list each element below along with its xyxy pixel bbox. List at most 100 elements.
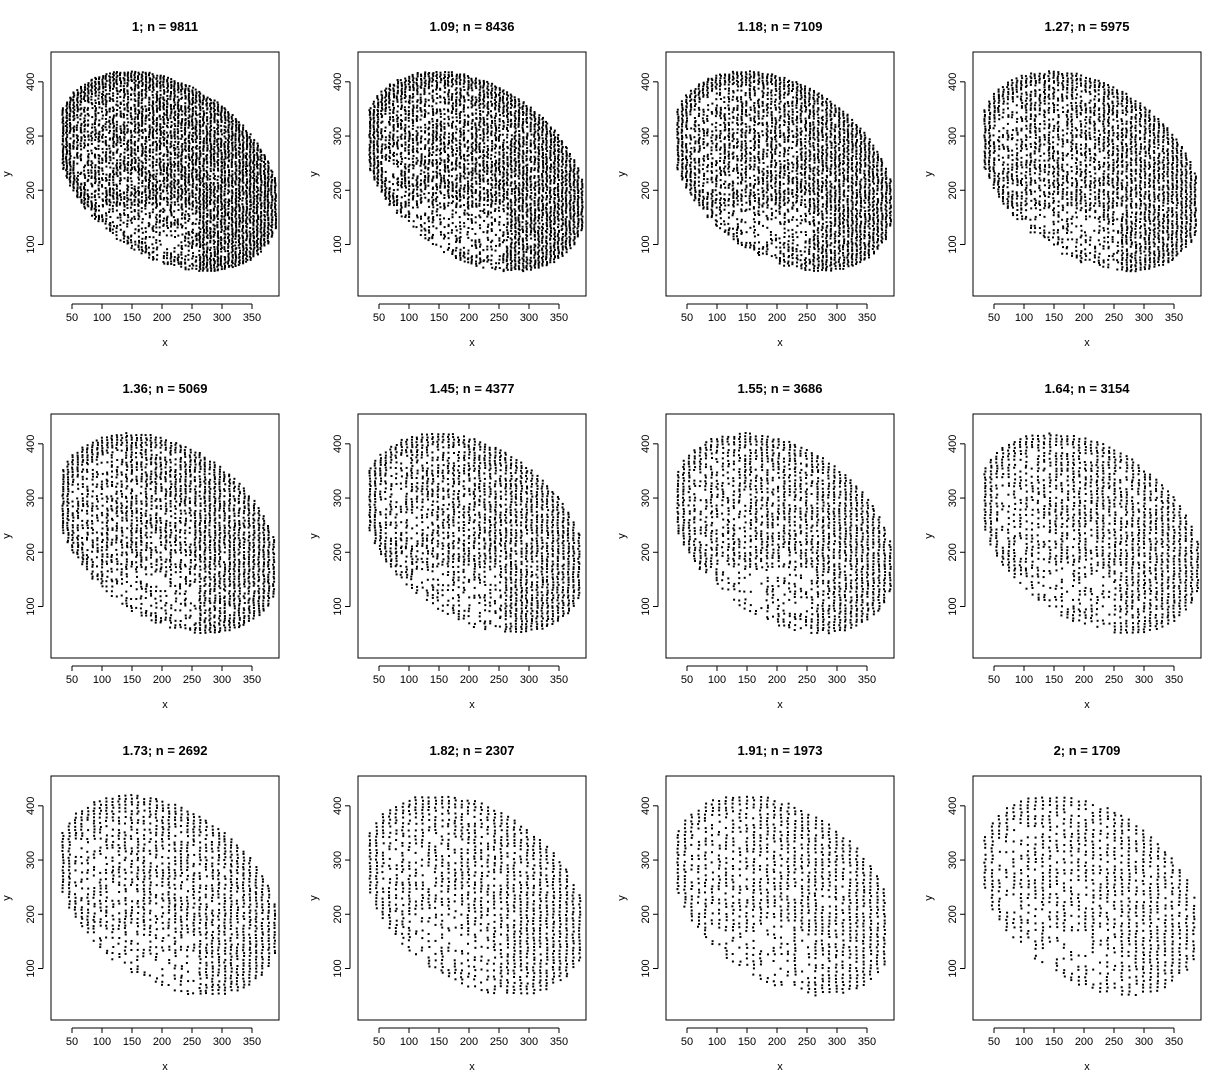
data-point [392,139,395,142]
data-point [163,133,166,136]
data-point [177,112,180,115]
data-point [246,248,248,251]
data-point [235,199,237,202]
data-point [162,257,165,260]
data-point [191,103,194,106]
data-point [105,214,108,217]
data-point [126,187,129,190]
data-point [105,121,108,123]
data-point [206,116,209,119]
data-point [133,92,136,95]
x-tick-label: 350 [243,312,261,324]
data-point [76,174,79,177]
data-point [369,157,372,160]
data-point [134,228,137,231]
data-point [227,176,230,179]
data-point [210,128,213,131]
data-point [439,190,442,193]
data-point [134,140,137,143]
data-point [104,77,107,80]
data-point [412,106,415,109]
data-point [253,230,255,233]
data-point [224,212,227,215]
data-point [169,209,172,212]
data-point [155,125,158,128]
data-point [195,112,197,115]
data-point [195,264,198,267]
data-point [205,225,208,228]
data-point [129,112,132,115]
data-point [213,189,216,192]
data-point [245,173,248,175]
data-point [173,135,176,138]
data-point [170,221,173,224]
data-point [173,101,176,104]
data-point [202,262,205,265]
data-point [145,196,148,199]
data-point [206,132,209,135]
data-point [163,182,166,185]
data-point [223,192,226,195]
data-point [163,217,165,220]
data-point [206,199,209,202]
data-point [130,180,133,183]
data-point [202,94,205,97]
data-point [373,147,375,150]
data-point [256,246,259,249]
data-point [115,187,118,190]
data-point [415,81,418,84]
data-point [267,168,270,171]
data-point [224,121,227,124]
data-point [223,203,226,206]
data-point [213,231,216,234]
data-point [151,94,154,96]
data-point [431,94,434,97]
data-point [195,218,198,221]
data-point [129,177,132,180]
data-point [127,101,130,104]
data-point [155,93,158,96]
data-point [263,180,266,183]
data-point [144,96,147,99]
data-point [101,198,104,201]
data-point [393,96,395,99]
data-point [61,137,64,140]
data-point [440,152,442,154]
data-point [152,123,155,125]
data-point [447,136,450,139]
data-point [220,205,223,208]
data-point [115,164,118,167]
data-point [213,266,216,269]
data-point [183,216,186,219]
data-point [407,116,410,119]
data-point [155,96,158,99]
data-point [368,113,371,116]
data-point [140,90,143,93]
data-point [242,160,245,163]
data-point [187,268,190,271]
data-point [412,154,415,157]
data-point [212,168,215,171]
data-point [177,82,180,85]
data-point [180,247,183,249]
data-point [133,148,136,151]
data-point [369,164,372,167]
data-point [224,155,227,158]
data-point [105,144,108,147]
data-point [216,255,219,258]
data-point [84,207,87,210]
data-point [396,125,399,128]
data-point [177,121,180,124]
data-point [217,148,220,151]
data-point [420,215,422,218]
data-point [381,182,384,185]
data-point [101,136,104,139]
data-point [151,227,154,229]
data-point [400,181,403,184]
data-point [252,169,255,172]
data-point [411,118,414,121]
data-point [195,199,197,202]
data-point [144,194,147,197]
data-point [245,237,248,240]
data-point [267,216,270,219]
